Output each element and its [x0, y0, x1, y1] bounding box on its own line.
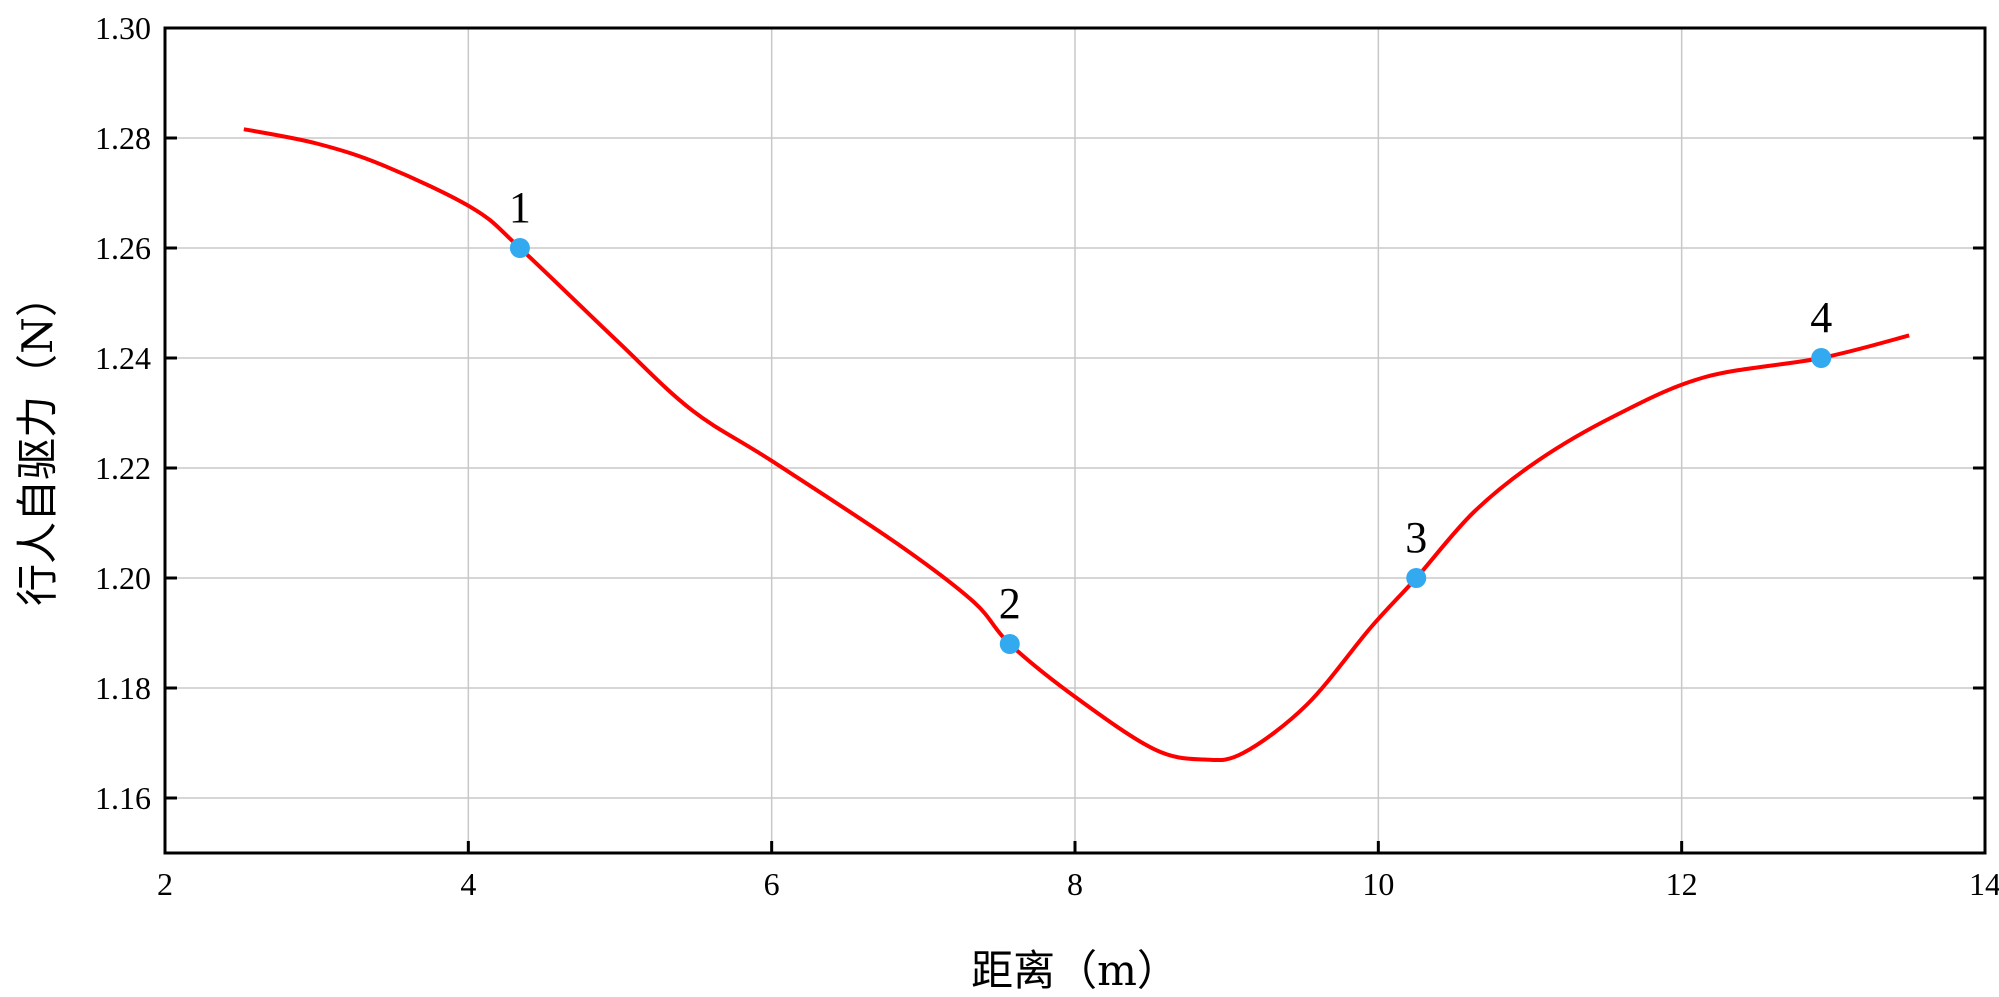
- y-tick-label: 1.22: [95, 450, 151, 486]
- y-tick-label: 1.30: [95, 10, 151, 46]
- x-tick-label: 10: [1362, 866, 1394, 902]
- data-point-4: [1811, 348, 1832, 368]
- x-tick-label: 2: [157, 866, 173, 902]
- grid: [165, 28, 1985, 853]
- series: [243, 127, 1910, 763]
- x-tick-label: 14: [1969, 866, 1999, 902]
- ticks: 2 4 6 8 10 12 141.161.181.201.221.241.261.281.…: [95, 10, 1999, 902]
- y-tick-label: 1.26: [95, 230, 151, 266]
- x-tick-label: 4: [460, 866, 476, 902]
- point-label-2: 2: [999, 579, 1021, 628]
- point-label-3: 3: [1405, 513, 1427, 562]
- x-tick-label: 6: [764, 866, 780, 902]
- y-tick-label: 1.24: [95, 340, 151, 376]
- data-point-1: [509, 238, 530, 258]
- x-axis-label: 距离（m）: [971, 946, 1179, 995]
- annotated-points: 1 2 3 4: [509, 183, 1832, 654]
- data-point-2: [999, 634, 1020, 654]
- x-tick-label: 12: [1666, 866, 1698, 902]
- point-label-4: 4: [1810, 293, 1832, 342]
- series-line: [243, 127, 1910, 763]
- point-label-1: 1: [509, 183, 531, 232]
- x-tick-label: 8: [1067, 866, 1083, 902]
- y-tick-label: 1.16: [95, 780, 151, 816]
- y-tick-label: 1.20: [95, 560, 151, 596]
- data-point-3: [1406, 568, 1427, 588]
- y-tick-label: 1.28: [95, 120, 151, 156]
- y-axis-label: 行人自驱力（N）: [13, 275, 62, 606]
- y-tick-label: 1.18: [95, 670, 151, 706]
